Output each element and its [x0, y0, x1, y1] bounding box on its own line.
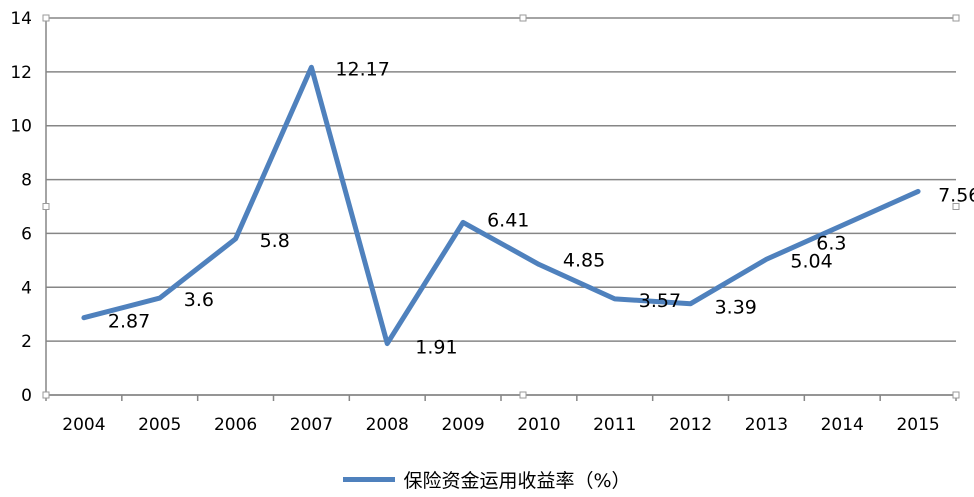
x-tick-label: 2005: [138, 415, 181, 435]
data-label: 5.04: [790, 250, 832, 272]
selection-handle: [42, 14, 50, 22]
x-tick-label: 2015: [896, 415, 939, 435]
data-label: 6.41: [487, 209, 529, 231]
selection-handle: [519, 14, 527, 22]
y-tick-label: 8: [21, 171, 32, 191]
selection-handle: [952, 391, 960, 399]
x-tick-label: 2013: [745, 415, 788, 435]
selection-handle: [952, 14, 960, 22]
data-label: 3.6: [184, 289, 214, 311]
data-label: 1.91: [415, 337, 457, 359]
x-tick-label: 2009: [441, 415, 484, 435]
legend-label: 保险资金运用收益率（%）: [403, 470, 631, 492]
x-tick-label: 2006: [214, 415, 257, 435]
data-label: 12.17: [335, 58, 389, 80]
x-tick-label: 2008: [366, 415, 409, 435]
data-label: 3.39: [715, 297, 757, 319]
x-tick-label: 2011: [593, 415, 636, 435]
legend-line-swatch: [343, 477, 396, 482]
x-tick-label: 2012: [669, 415, 712, 435]
data-label: 6.3: [816, 232, 846, 254]
data-label: 2.87: [108, 311, 150, 333]
series-line: [81, 64, 921, 347]
selection-handle: [519, 391, 527, 399]
y-tick-label: 10: [10, 117, 32, 137]
y-tick-label: 4: [21, 278, 32, 298]
y-tick-label: 2: [21, 332, 32, 352]
data-label: 5.8: [260, 230, 290, 252]
selection-handle: [42, 391, 50, 399]
selection-handle: [952, 203, 960, 210]
y-tick-label: 12: [10, 63, 32, 83]
legend: 保险资金运用收益率（%）: [0, 466, 974, 493]
y-tick-label: 0: [21, 386, 32, 406]
selection-handle: [42, 203, 50, 210]
x-tick-label: 2004: [62, 415, 105, 435]
data-label: 4.85: [563, 249, 605, 271]
data-label: 3.57: [639, 290, 681, 312]
y-tick-label: 14: [10, 9, 32, 29]
x-tick-label: 2014: [821, 415, 864, 435]
data-label: 7.56: [938, 184, 974, 206]
x-tick-label: 2007: [290, 415, 333, 435]
y-tick-label: 6: [21, 224, 32, 244]
x-tick-label: 2010: [517, 415, 560, 435]
